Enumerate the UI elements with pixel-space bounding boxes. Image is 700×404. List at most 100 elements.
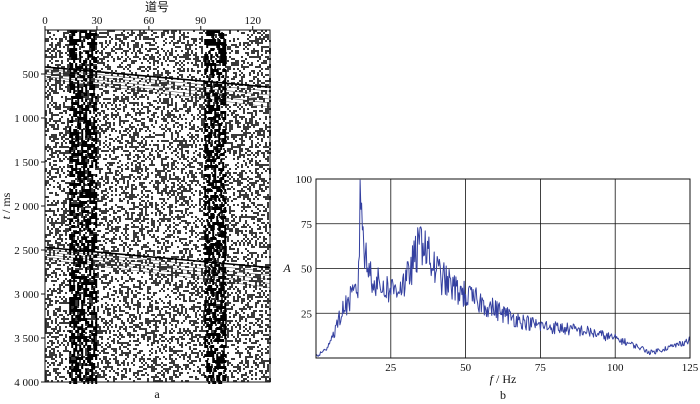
noise-row xyxy=(45,318,269,320)
noise-band-row xyxy=(204,309,227,312)
noise-band-row xyxy=(204,345,227,348)
noise-band-row xyxy=(204,303,227,306)
noise-band-row xyxy=(69,285,98,288)
noise-band-row xyxy=(204,117,227,120)
noise-band-row xyxy=(69,90,88,93)
noise-band-row xyxy=(73,60,98,63)
noise-row xyxy=(51,156,269,158)
reflection-event-multiple xyxy=(44,258,271,288)
spectrum-x-axis-symbol: f xyxy=(490,372,495,386)
reflection-event-multiple xyxy=(44,78,271,108)
noise-band-row xyxy=(69,84,96,87)
noise-band-row xyxy=(73,45,96,48)
noise-row xyxy=(45,332,263,334)
noise-row xyxy=(45,308,271,310)
noise-row xyxy=(49,164,269,166)
noise-band-row xyxy=(212,357,225,360)
noise-band-row xyxy=(69,300,98,303)
noise-band-row xyxy=(204,291,227,294)
noise-band-row xyxy=(69,171,92,174)
seismic-reflection-events xyxy=(44,66,271,288)
noise-row xyxy=(45,180,267,182)
noise-band-row xyxy=(71,345,98,348)
noise-band-row xyxy=(69,81,94,84)
noise-band-row xyxy=(206,33,225,36)
noise-row xyxy=(47,200,251,202)
noise-band-row xyxy=(208,216,227,219)
noise-band-row xyxy=(69,237,98,240)
noise-band-row xyxy=(206,378,227,381)
reflection-event xyxy=(44,66,271,88)
reflection-event-multiple xyxy=(44,73,271,100)
noise-row xyxy=(45,376,269,378)
noise-band-row xyxy=(69,54,94,57)
noise-band-row xyxy=(71,378,98,381)
reflection-event-multiple xyxy=(44,251,271,276)
noise-band-row xyxy=(208,198,227,201)
noise-row xyxy=(49,246,271,248)
noise-row xyxy=(53,68,269,70)
spectrum-x-axis-unit: / Hz xyxy=(496,372,516,386)
noise-row xyxy=(47,144,271,146)
y-tick-label: 500 xyxy=(23,69,40,81)
noise-row xyxy=(47,76,265,78)
noise-row xyxy=(53,212,269,214)
noise-row xyxy=(49,162,259,164)
noise-band-row xyxy=(69,189,96,192)
noise-band-row xyxy=(69,213,98,216)
noise-band-row xyxy=(206,249,227,252)
noise-band-row xyxy=(204,42,227,45)
noise-row xyxy=(49,340,269,342)
noise-band-row xyxy=(73,231,94,234)
spectrum-y-ticks: 25 50 75 100 xyxy=(296,174,313,320)
noise-row xyxy=(47,336,271,338)
noise-band-row xyxy=(208,132,227,135)
noise-band-row xyxy=(69,330,98,333)
noise-row xyxy=(51,46,269,48)
noise-band-row xyxy=(69,366,96,369)
noise-band-row xyxy=(69,360,92,363)
noise-row xyxy=(55,194,269,196)
noise-row xyxy=(45,96,271,98)
noise-row xyxy=(47,150,269,152)
noise-band-row xyxy=(73,114,98,117)
noise-band-row xyxy=(69,174,98,177)
noise-band-row xyxy=(69,141,98,144)
y-tick-label: 3 500 xyxy=(14,333,39,345)
noise-band-row xyxy=(206,45,227,48)
x-tick-label: 125 xyxy=(682,362,699,374)
noise-row xyxy=(45,322,263,324)
noise-band-row xyxy=(73,258,94,261)
noise-row xyxy=(45,40,271,42)
seismic-strong-noise-bands xyxy=(69,30,227,384)
noise-band-row xyxy=(210,48,227,51)
seismic-y-ticks: 500 1 000 1 500 2 000 2 500 3 000 3 500 4 000 xyxy=(14,69,45,389)
noise-row xyxy=(49,154,265,156)
spectrum-x-ticks: 25 50 75 100 125 xyxy=(385,362,698,374)
noise-band-row xyxy=(204,111,227,114)
noise-row xyxy=(47,172,271,174)
noise-row xyxy=(45,126,271,128)
noise-band-row xyxy=(69,219,98,222)
noise-row xyxy=(49,36,269,38)
noise-band-row xyxy=(77,177,94,180)
y-tick-label: 3 000 xyxy=(14,289,39,301)
noise-band-row xyxy=(71,144,96,147)
noise-band-row xyxy=(71,96,98,99)
noise-band-row xyxy=(210,162,225,165)
noise-band-row xyxy=(71,225,98,228)
reflection-event-multiple xyxy=(44,256,271,284)
noise-band-row xyxy=(69,147,98,150)
noise-band-row xyxy=(69,234,98,237)
noise-band-row xyxy=(71,315,98,318)
noise-band-row xyxy=(204,339,225,342)
noise-row xyxy=(49,44,259,46)
noise-band-row xyxy=(204,60,227,63)
noise-row xyxy=(47,290,271,292)
noise-band-row xyxy=(69,309,96,312)
noise-band-row xyxy=(71,342,98,345)
strong-noise-band xyxy=(204,30,227,384)
noise-row xyxy=(47,218,269,220)
noise-row xyxy=(47,276,265,278)
x-tick-label: 100 xyxy=(607,362,624,374)
